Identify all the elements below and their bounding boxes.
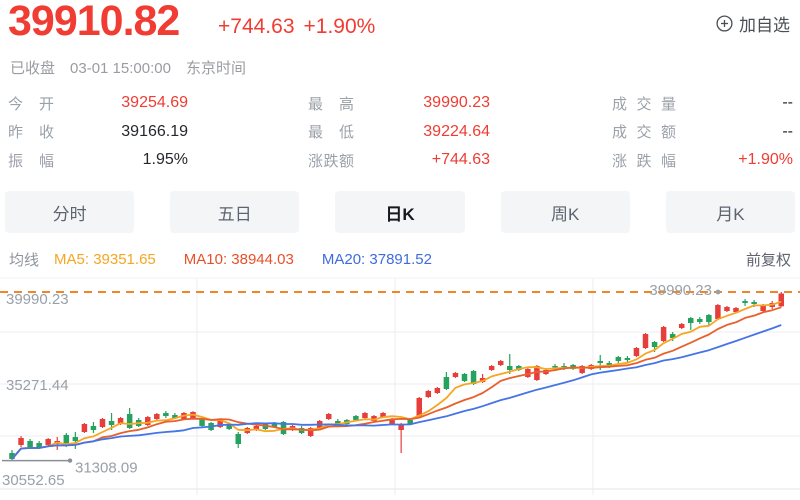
axis-label: 39990.23 — [6, 291, 69, 308]
stat-row: 成交量 -- — [612, 89, 793, 118]
stat-value: -- — [782, 122, 793, 140]
change-amount: +744.63 — [218, 15, 295, 38]
stat-label: 涨跌幅 — [612, 152, 676, 170]
stat-row: 昨收 39166.19 — [8, 118, 188, 147]
axis-label: 30552.65 — [2, 472, 65, 489]
stat-label: 最低 — [308, 124, 354, 142]
chart-annotations: 39990.23 35271.44 30552.65 31308.09 39990.23 — [2, 282, 721, 489]
kline-svg: 39990.23 35271.44 30552.65 31308.09 39990.23 — [0, 277, 800, 495]
ma-legend-title: 均线 — [9, 251, 40, 269]
stat-value: 39254.69 — [121, 94, 188, 112]
legend-ma10: MA10: 38944.03 — [183, 250, 294, 268]
stat-row: 振幅 1.95% — [8, 146, 188, 175]
high-marker-dot — [715, 289, 721, 295]
market-status: 已收盘 — [10, 60, 56, 77]
tab-weekly-k[interactable]: 周K — [500, 191, 630, 233]
quote-stats-grid: 今开 39254.69 昨收 39166.19 振幅 1.95% 最高 39990.23 最低 3… — [0, 89, 800, 177]
current-price: 39910.82 — [8, 0, 180, 45]
stat-label: 振幅 — [8, 152, 54, 170]
stat-label: 昨收 — [8, 124, 54, 142]
kline-chart[interactable]: 39990.23 35271.44 30552.65 31308.09 39990.23 — [0, 277, 800, 495]
legend-ma20: MA20: 37891.52 — [321, 250, 432, 268]
stat-row: 成交额 -- — [612, 118, 793, 147]
price-change: +744.63 +1.90% — [218, 15, 384, 39]
ma-legend-items: MA5: 39351.65 MA10: 38944.03 MA20: 37891.5… — [54, 251, 460, 268]
add-watchlist-label: 加自选 — [739, 16, 790, 35]
stat-label: 成交额 — [612, 124, 676, 142]
tab-monthly-k[interactable]: 月K — [665, 191, 796, 233]
axis-label: 31308.09 — [75, 460, 138, 477]
change-percent: +1.90% — [303, 15, 376, 38]
ma-lines — [11, 300, 782, 460]
adjust-mode-button[interactable]: 前复权 — [745, 251, 791, 269]
plus-circle-icon — [716, 15, 733, 32]
stat-label: 今开 — [8, 95, 54, 113]
stat-value: 39166.19 — [121, 122, 188, 140]
tab-minute[interactable]: 分时 — [5, 191, 135, 233]
stat-value: +744.63 — [431, 151, 490, 169]
axis-label: 39990.23 — [649, 282, 712, 299]
add-watchlist-button[interactable]: 加自选 — [716, 11, 790, 36]
stat-label: 涨跌额 — [308, 152, 354, 170]
close-time: 03-01 15:00:00 — [70, 60, 171, 77]
stat-label: 成交量 — [612, 95, 676, 113]
stat-column: 今开 39254.69 昨收 39166.19 振幅 1.95% — [8, 89, 188, 175]
stat-value: 39224.64 — [423, 122, 490, 140]
legend-ma5: MA5: 39351.65 — [54, 250, 156, 268]
stat-column: 最高 39990.23 最低 39224.64 涨跌额 +744.63 — [308, 89, 490, 175]
stat-value: +1.90% — [738, 151, 793, 169]
stat-value: 39990.23 — [423, 94, 490, 112]
stat-row: 涨跌幅 +1.90% — [612, 146, 793, 175]
session-status: 已收盘 03-01 15:00:00 东京时间 — [10, 57, 261, 78]
stat-label: 最高 — [308, 95, 354, 113]
ma-legend-row: 均线 MA5: 39351.65 MA10: 38944.03 MA20: 3789… — [0, 244, 800, 274]
axis-label: 35271.44 — [6, 377, 69, 394]
stat-row: 最低 39224.64 — [308, 118, 490, 147]
period-tab-bar: 分时 五日 日K 周K 月K — [0, 191, 800, 233]
stat-column: 成交量 -- 成交额 -- 涨跌幅 +1.90% — [612, 89, 793, 175]
tab-5day[interactable]: 五日 — [170, 191, 300, 233]
stat-value: 1.95% — [142, 151, 188, 169]
low-marker-dot — [67, 458, 73, 463]
tab-daily-k[interactable]: 日K — [335, 191, 465, 233]
stat-row: 今开 39254.69 — [8, 89, 188, 118]
timezone-label: 东京时间 — [185, 60, 246, 77]
stat-row: 最高 39990.23 — [308, 89, 490, 118]
stat-row: 涨跌额 +744.63 — [308, 146, 490, 175]
stat-value: -- — [782, 94, 793, 112]
